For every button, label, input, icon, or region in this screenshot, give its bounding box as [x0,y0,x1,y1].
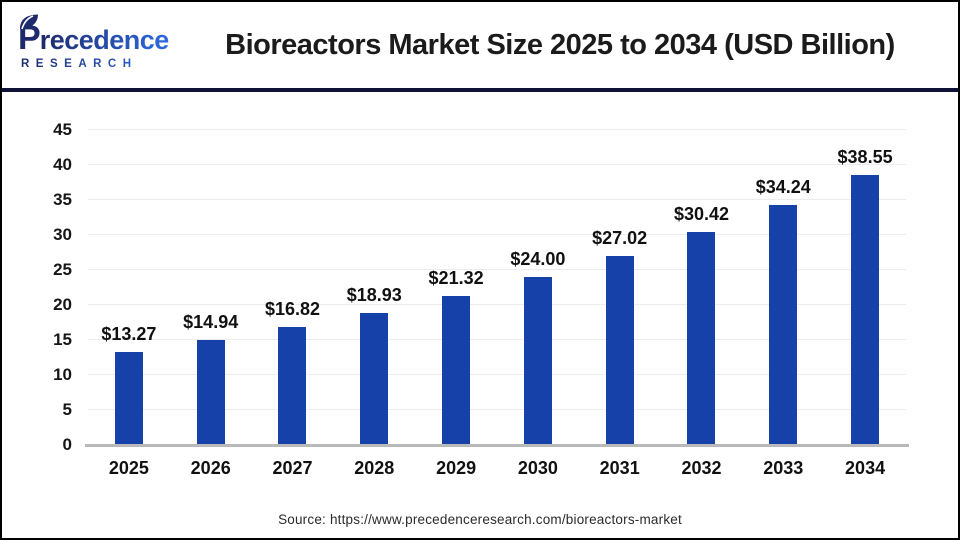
bar-slot: $24.00 [497,130,579,445]
bar-value-label: $27.02 [592,227,648,248]
bar-value-label: $21.32 [428,267,484,288]
bar-2034 [851,175,880,445]
bar-slot: $21.32 [415,130,497,445]
bars-container: $13.27 $14.94 $16.82 $18.93 $21.32 $24.00 $27.… [88,130,906,445]
bar-value-label: $30.42 [673,204,729,225]
bar-slot: $27.02 [579,130,661,445]
bar-slot: $30.42 [661,130,743,445]
leaf-icon [20,14,38,29]
bar-value-label: $14.94 [183,312,239,333]
source-text: Source: https://www.precedenceresearch.c… [278,512,682,527]
x-tick-label: 2032 [681,458,722,478]
bar-slot: $13.27 [88,130,170,445]
gridline [88,374,906,375]
gridline [88,129,906,130]
y-tick-label: 35 [53,190,72,209]
y-tick-label: 5 [62,400,72,419]
y-tick-label: 15 [53,330,72,349]
y-tick-label: 40 [53,155,72,174]
x-axis: 2025 2026 2027 2028 2029 2030 2031 2032 2033 2034 [88,458,906,479]
gridline [88,304,906,305]
bar-slot: $18.93 [333,130,415,445]
bar-value-label: $34.24 [755,177,811,198]
bar-value-label: $13.27 [101,324,157,345]
bar-2032 [687,232,716,445]
bar-2028 [360,312,389,445]
bar-slot: $14.94 [170,130,252,445]
bar-2030 [523,277,552,445]
y-tick-label: 30 [53,225,72,244]
x-axis-line [85,444,909,447]
precedence-research-logo: Precedence RESEARCH [2,14,172,70]
bar-value-label: $16.82 [264,299,321,320]
logo-subtitle: RESEARCH [18,58,172,70]
bar-2031 [605,255,634,445]
bar-2027 [278,327,307,445]
x-tick-label: 2029 [436,458,477,478]
y-tick-label: 10 [53,365,72,384]
gridline [88,199,906,200]
x-tick-label: 2027 [272,458,313,478]
gridline [88,339,906,340]
bar-2029 [442,295,471,445]
x-tick-label: 2028 [354,458,395,478]
y-tick-label: 0 [62,435,72,454]
bar-value-label: $18.93 [346,284,402,305]
logo-name-rest: recedence [39,24,170,55]
gridline [88,269,906,270]
bar-slot: $38.55 [824,130,906,445]
x-tick-label: 2031 [599,458,640,478]
gridlines [88,129,906,445]
y-tick-label: 20 [53,295,72,314]
chart-title: Bioreactors Market Size 2025 to 2034 (US… [225,28,895,61]
x-tick-label: 2034 [845,458,886,478]
gridline [88,234,906,235]
header: Precedence RESEARCH Bioreactors Market S… [2,2,958,88]
plot-area: $13.27 $14.94 $16.82 $18.93 $21.32 $24.00 $27.… [85,129,909,447]
bar-chart: 0 5 10 15 20 25 30 35 40 45 $13.27 $14.94 $16.82 $18… [2,92,958,504]
y-axis: 0 5 10 15 20 25 30 35 40 45 [2,92,76,504]
bar-slot: $16.82 [252,130,334,445]
y-tick-label: 45 [53,120,72,139]
x-tick-label: 2026 [190,458,231,478]
bar-value-label: $24.00 [510,249,566,269]
bar-slot: $34.24 [742,130,824,445]
header-divider [2,88,958,92]
logo-wordmark: Precedence [18,14,172,55]
x-tick-label: 2030 [517,458,558,478]
gridline [88,164,906,165]
bar-2026 [196,340,225,445]
logo-first-letter: P [18,14,41,55]
gridline [88,409,906,410]
y-tick-label: 25 [53,260,72,279]
x-tick-label: 2033 [763,458,804,478]
bar-2025 [114,352,143,445]
bar-value-label: $38.55 [837,147,893,168]
x-tick-label: 2025 [108,458,149,478]
bar-2033 [769,205,798,445]
